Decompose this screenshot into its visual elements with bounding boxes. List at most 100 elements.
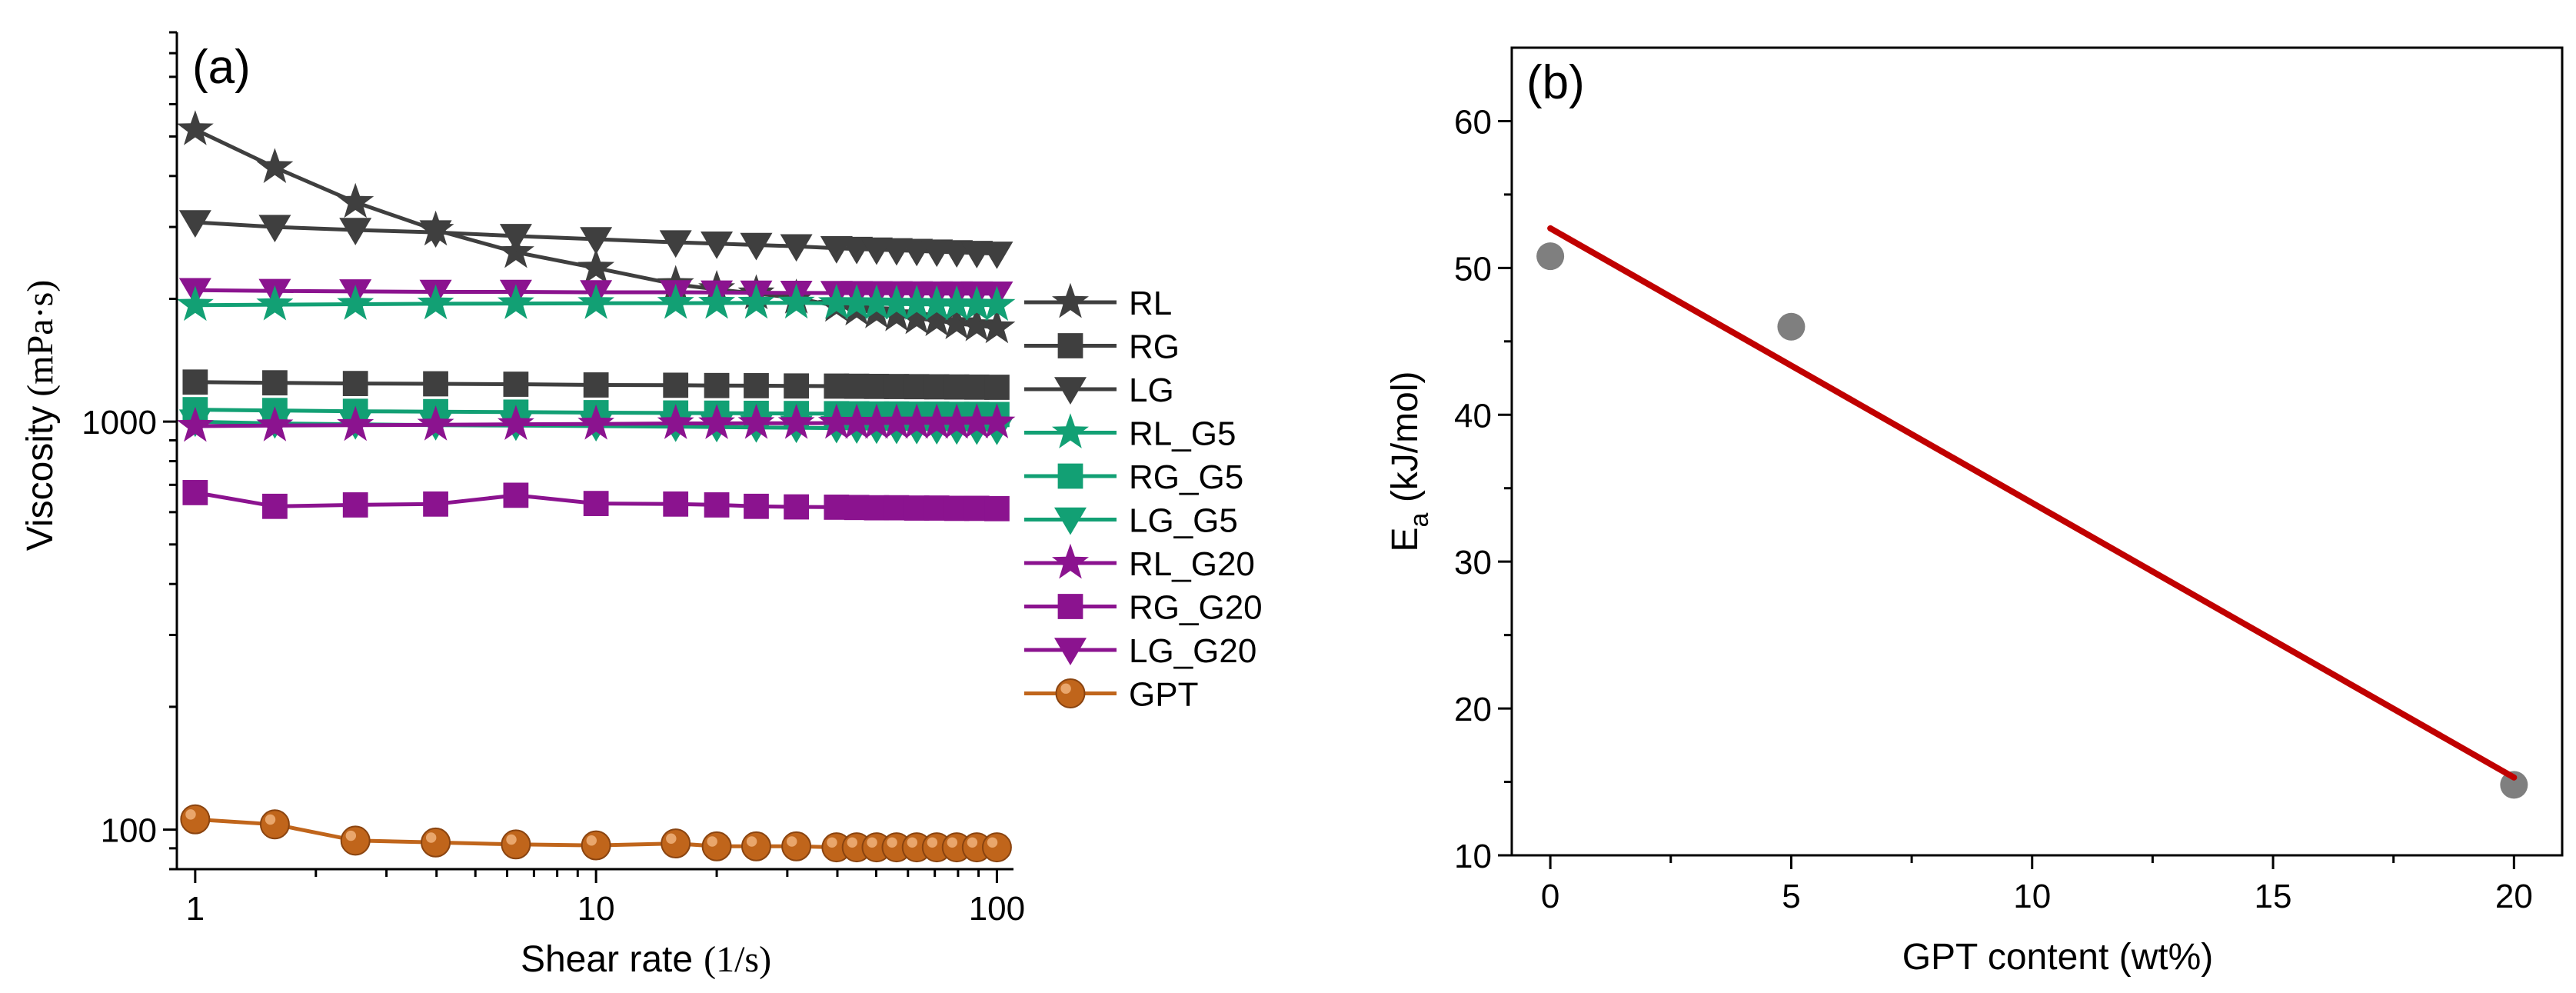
panel-a-y-axis-label-text: Viscosity (20, 406, 61, 551)
data-point (419, 220, 452, 248)
data-point (858, 403, 895, 439)
data-point (178, 210, 211, 238)
panel-a-y-axis-label: Viscosity (mPa·s) (20, 280, 61, 551)
legend-marker (1057, 594, 1083, 619)
data-point (581, 830, 611, 861)
data-point (958, 306, 996, 342)
data-point (878, 403, 915, 439)
data-point (878, 296, 915, 332)
data-point (337, 182, 374, 218)
data-point (777, 283, 815, 319)
legend-item-lg: LG (1024, 372, 1174, 409)
legend-marker (1054, 507, 1087, 535)
legend-marker (1052, 543, 1089, 579)
data-point (777, 404, 815, 439)
data-point (980, 242, 1013, 269)
series-gpt (180, 804, 1012, 863)
data-point (918, 285, 956, 321)
data-point (577, 284, 615, 319)
data-point (423, 371, 448, 397)
panel-a-ticks: 1 10 100 100 1000 (82, 31, 1025, 928)
data-point (499, 224, 532, 252)
legend-item-gpt: GPT (1024, 676, 1198, 714)
data-point (737, 404, 775, 439)
legend-label: LG (1129, 372, 1174, 409)
data-point (704, 492, 730, 518)
legend-label: RL_G20 (1129, 545, 1255, 583)
legend-label: RL_G5 (1129, 415, 1236, 453)
data-point (497, 405, 534, 440)
data-point (701, 831, 732, 861)
x-tick-label: 1 (186, 890, 205, 928)
data-point (781, 831, 812, 861)
legend-item-rl-g20: RL_G20 (1024, 543, 1255, 583)
x-tick-label: 15 (2255, 878, 2292, 915)
data-point (838, 284, 876, 319)
data-point (337, 285, 374, 320)
y-tick-label: 60 (1454, 103, 1492, 141)
data-point (938, 304, 976, 339)
data-point (417, 405, 454, 441)
data-point (918, 301, 956, 336)
x-tick-label: 20 (2495, 878, 2533, 915)
legend-marker (1054, 638, 1087, 665)
data-point (340, 825, 371, 856)
data-point (780, 234, 813, 262)
data-point (958, 285, 996, 321)
data-point (176, 110, 214, 145)
data-point (503, 372, 529, 397)
panel-b-y-axis-label: Ea (kJ/mol) (1385, 372, 1434, 552)
panel-a-legend: RL RG LG RL_G5 RG_G5 LG_G5 RL_G20 RG_G20 LG_G20 G… (1024, 282, 1263, 714)
data-point (958, 403, 996, 438)
series-lg (178, 210, 1013, 269)
legend-label: RG (1129, 328, 1180, 366)
data-point (978, 308, 1016, 344)
data-point (580, 227, 613, 255)
panel-b-ticks: 0 5 10 15 20 10 20 30 40 50 60 (1454, 103, 2533, 915)
data-point (984, 495, 1010, 521)
data-point (339, 218, 372, 245)
data-point (744, 493, 769, 519)
legend-label: LG_G5 (1129, 502, 1238, 540)
data-point (938, 403, 976, 439)
panel-a: 1 10 100 100 1000 (a) Shear rate (1/s) Viscos… (20, 31, 1263, 980)
legend-item-rl: RL (1024, 282, 1172, 322)
data-point (704, 372, 730, 398)
panel-b-x-axis-label: GPT content (wt%) (1902, 937, 2214, 978)
panel-a-x-axis-label: Shear rate (1/s) (521, 939, 771, 980)
legend-marker (1054, 377, 1087, 405)
series-rg-g20 (182, 480, 1010, 521)
data-point (501, 829, 531, 860)
panel-b-frame (1510, 46, 2564, 857)
panel-a-x-axis-label-unit: (1/s) (704, 939, 771, 980)
data-point (342, 371, 368, 396)
data-point (898, 285, 936, 320)
data-point (262, 493, 288, 519)
scatter-point (1777, 312, 1806, 341)
legend-item-lg-g5: LG_G5 (1024, 502, 1238, 540)
data-point (258, 215, 291, 243)
panel-a-series (176, 110, 1016, 863)
data-point (918, 403, 956, 439)
data-point (838, 403, 876, 439)
data-point (176, 406, 214, 442)
data-point (701, 232, 734, 259)
y-tick-label: 40 (1454, 397, 1492, 435)
panel-b-axes: 0 5 10 15 20 10 20 30 40 50 60 (1454, 46, 2564, 915)
y-tick-label: 50 (1454, 250, 1492, 288)
data-point (256, 148, 294, 183)
x-tick-label: 10 (2013, 878, 2051, 915)
data-point (583, 372, 609, 398)
series-rl-g20 (176, 403, 1016, 442)
data-point (259, 809, 290, 840)
x-tick-label: 0 (1541, 878, 1559, 915)
panel-a-axes: 1 10 100 100 1000 (82, 31, 1025, 928)
panel-b: 0 5 10 15 20 10 20 30 40 50 60 (b) GPT content (wt… (1385, 46, 2564, 978)
series-rl-g5 (176, 283, 1016, 322)
panel-b-y-axis-label-sub: a (1405, 512, 1434, 527)
legend-label: LG_G20 (1129, 632, 1256, 670)
data-point (938, 285, 976, 321)
legend-item-lg-g20: LG_G20 (1024, 632, 1256, 670)
